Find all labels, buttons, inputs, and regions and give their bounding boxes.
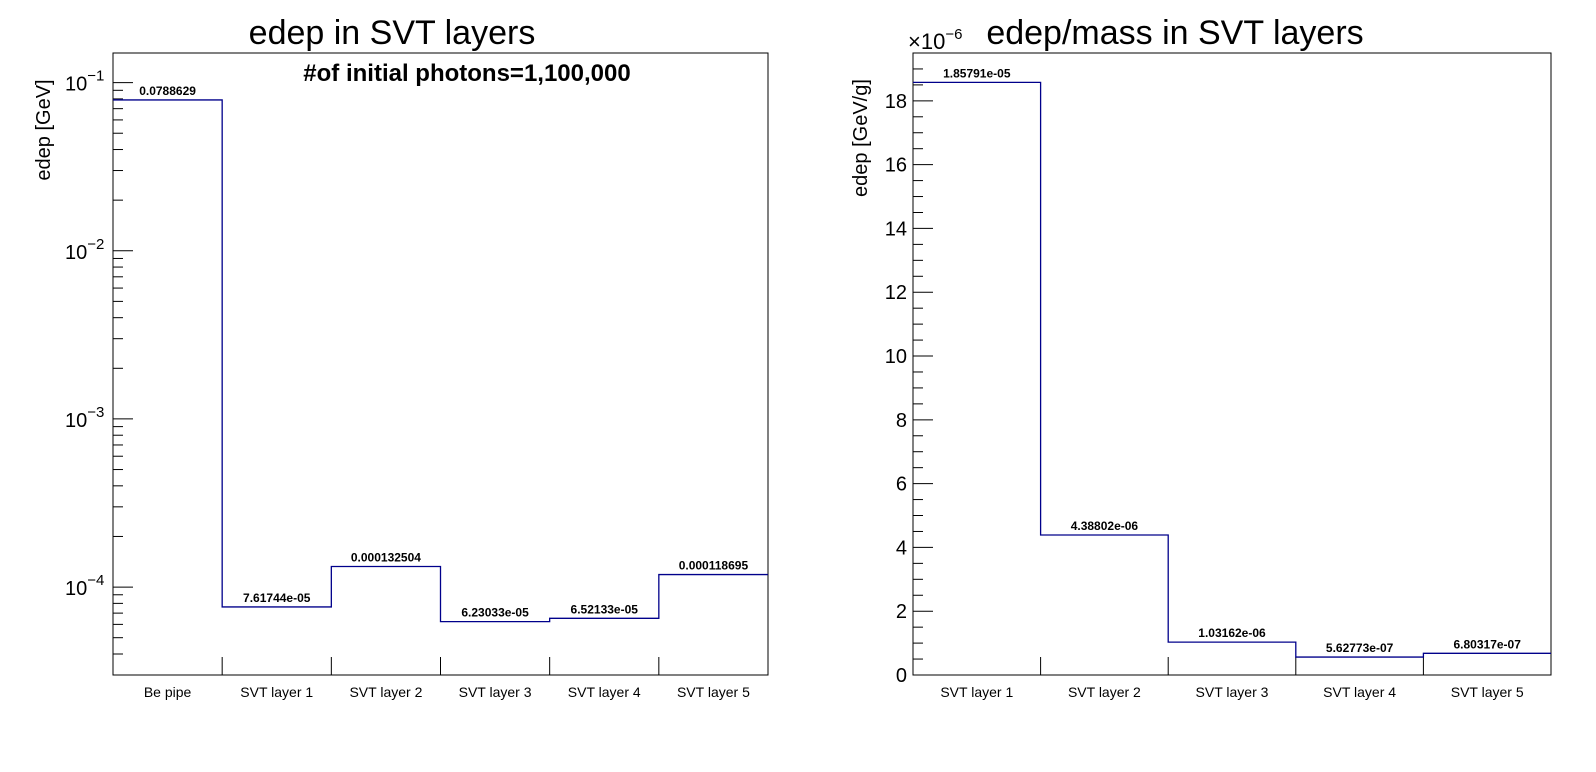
right-y-tick-label: 2 — [896, 601, 907, 623]
right-value-label: 1.03162e-06 — [1198, 626, 1266, 640]
right-y-tick-label: 4 — [896, 537, 907, 559]
left-value-label: 7.61744e-05 — [243, 591, 311, 605]
right-y-tick-label: 12 — [885, 282, 907, 304]
left-value-label: 0.000118695 — [679, 559, 749, 573]
right-value-label: 5.62773e-07 — [1326, 641, 1394, 655]
right-chart: edep/mass in SVT layers ×10−6 edep [GeV/… — [850, 14, 1552, 700]
left-y-tick-base: 10 — [65, 578, 87, 600]
right-chart-x-categories: SVT layer 1 SVT layer 2 SVT layer 3 SVT lay… — [940, 684, 1523, 700]
left-y-tick-exp: −4 — [87, 572, 104, 589]
right-y-tick-label: 0 — [896, 665, 907, 687]
left-x-category-label: SVT layer 1 — [240, 684, 313, 700]
left-chart-step-line — [113, 99, 768, 623]
right-x-category-label: SVT layer 4 — [1323, 684, 1396, 700]
left-value-label: 6.52133e-05 — [571, 602, 639, 616]
left-y-tick-base: 10 — [65, 74, 87, 96]
right-chart-y-multiplier-exp: −6 — [945, 26, 962, 43]
left-value-label: 0.000132504 — [351, 551, 421, 565]
right-chart-y-multiplier-base: ×10 — [908, 29, 945, 54]
left-y-tick-exp: −1 — [87, 68, 104, 85]
right-chart-y-axis-label: edep [GeV/g] — [850, 79, 872, 197]
right-y-tick-label: 16 — [885, 155, 907, 177]
left-chart-title: edep in SVT layers — [249, 14, 536, 52]
right-chart-y-ticks: 0 2 4 6 8 10 12 14 16 18 — [885, 52, 933, 687]
right-y-tick-label: 6 — [896, 474, 907, 496]
right-y-tick-label: 14 — [885, 218, 907, 240]
left-y-tick-label: 10−3 — [65, 404, 104, 432]
left-chart: edep in SVT layers #of initial photons=1… — [33, 14, 769, 700]
right-y-tick-label: 10 — [885, 346, 907, 368]
left-x-category-label: Be pipe — [144, 684, 192, 700]
right-y-tick-label: 18 — [885, 91, 907, 113]
left-chart-x-categories: Be pipe SVT layer 1 SVT layer 2 SVT layer 3… — [144, 684, 750, 700]
left-x-category-label: SVT layer 2 — [349, 684, 422, 700]
right-x-category-label: SVT layer 5 — [1451, 684, 1524, 700]
right-value-label: 1.85791e-05 — [943, 66, 1011, 80]
left-x-category-label: SVT layer 3 — [459, 684, 532, 700]
left-y-tick-base: 10 — [65, 410, 87, 432]
left-y-tick-label: 10−4 — [65, 572, 104, 600]
right-y-tick-label: 8 — [896, 410, 907, 432]
right-chart-y-multiplier: ×10−6 — [908, 26, 962, 54]
right-chart-x-ticks — [1040, 657, 1424, 675]
left-value-label: 6.23033e-05 — [461, 606, 529, 620]
right-chart-step-line — [913, 81, 1551, 658]
left-y-tick-exp: −3 — [87, 404, 104, 421]
left-chart-y-ticks: 10−110−210−310−4 — [65, 68, 133, 676]
left-chart-value-labels: 0.0788629 7.61744e-05 0.000132504 6.23033e-… — [139, 84, 748, 620]
right-value-label: 4.38802e-06 — [1071, 519, 1139, 533]
left-y-tick-exp: −2 — [87, 236, 104, 253]
right-chart-title: edep/mass in SVT layers — [986, 14, 1363, 52]
left-y-tick-label: 10−1 — [65, 68, 104, 96]
right-chart-frame — [912, 52, 1552, 676]
left-value-label: 0.0788629 — [139, 84, 196, 98]
right-x-category-label: SVT layer 3 — [1196, 684, 1269, 700]
left-chart-y-axis-label: edep [GeV] — [33, 79, 55, 180]
right-x-category-label: SVT layer 1 — [940, 684, 1013, 700]
right-value-label: 6.80317e-07 — [1453, 637, 1521, 651]
left-chart-annotation: #of initial photons=1,100,000 — [303, 60, 630, 87]
left-y-tick-label: 10−2 — [65, 236, 104, 264]
left-chart-x-ticks — [221, 657, 660, 675]
left-x-category-label: SVT layer 4 — [568, 684, 641, 700]
left-x-category-label: SVT layer 5 — [677, 684, 750, 700]
left-y-tick-base: 10 — [65, 242, 87, 264]
right-chart-value-labels: 1.85791e-05 4.38802e-06 1.03162e-06 5.62773… — [943, 66, 1521, 655]
right-x-category-label: SVT layer 2 — [1068, 684, 1141, 700]
